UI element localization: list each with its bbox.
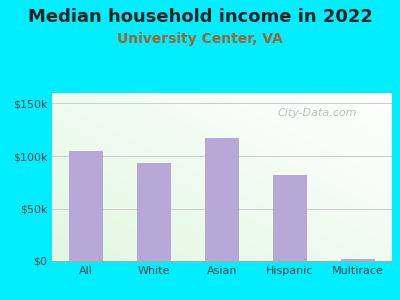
Text: Median household income in 2022: Median household income in 2022 <box>28 8 372 26</box>
Text: City-Data.com: City-Data.com <box>278 108 357 118</box>
Bar <box>69 151 103 261</box>
Bar <box>341 259 375 261</box>
Bar <box>137 163 171 261</box>
Bar <box>205 138 239 261</box>
Text: University Center, VA: University Center, VA <box>117 32 283 46</box>
Bar <box>273 175 307 261</box>
